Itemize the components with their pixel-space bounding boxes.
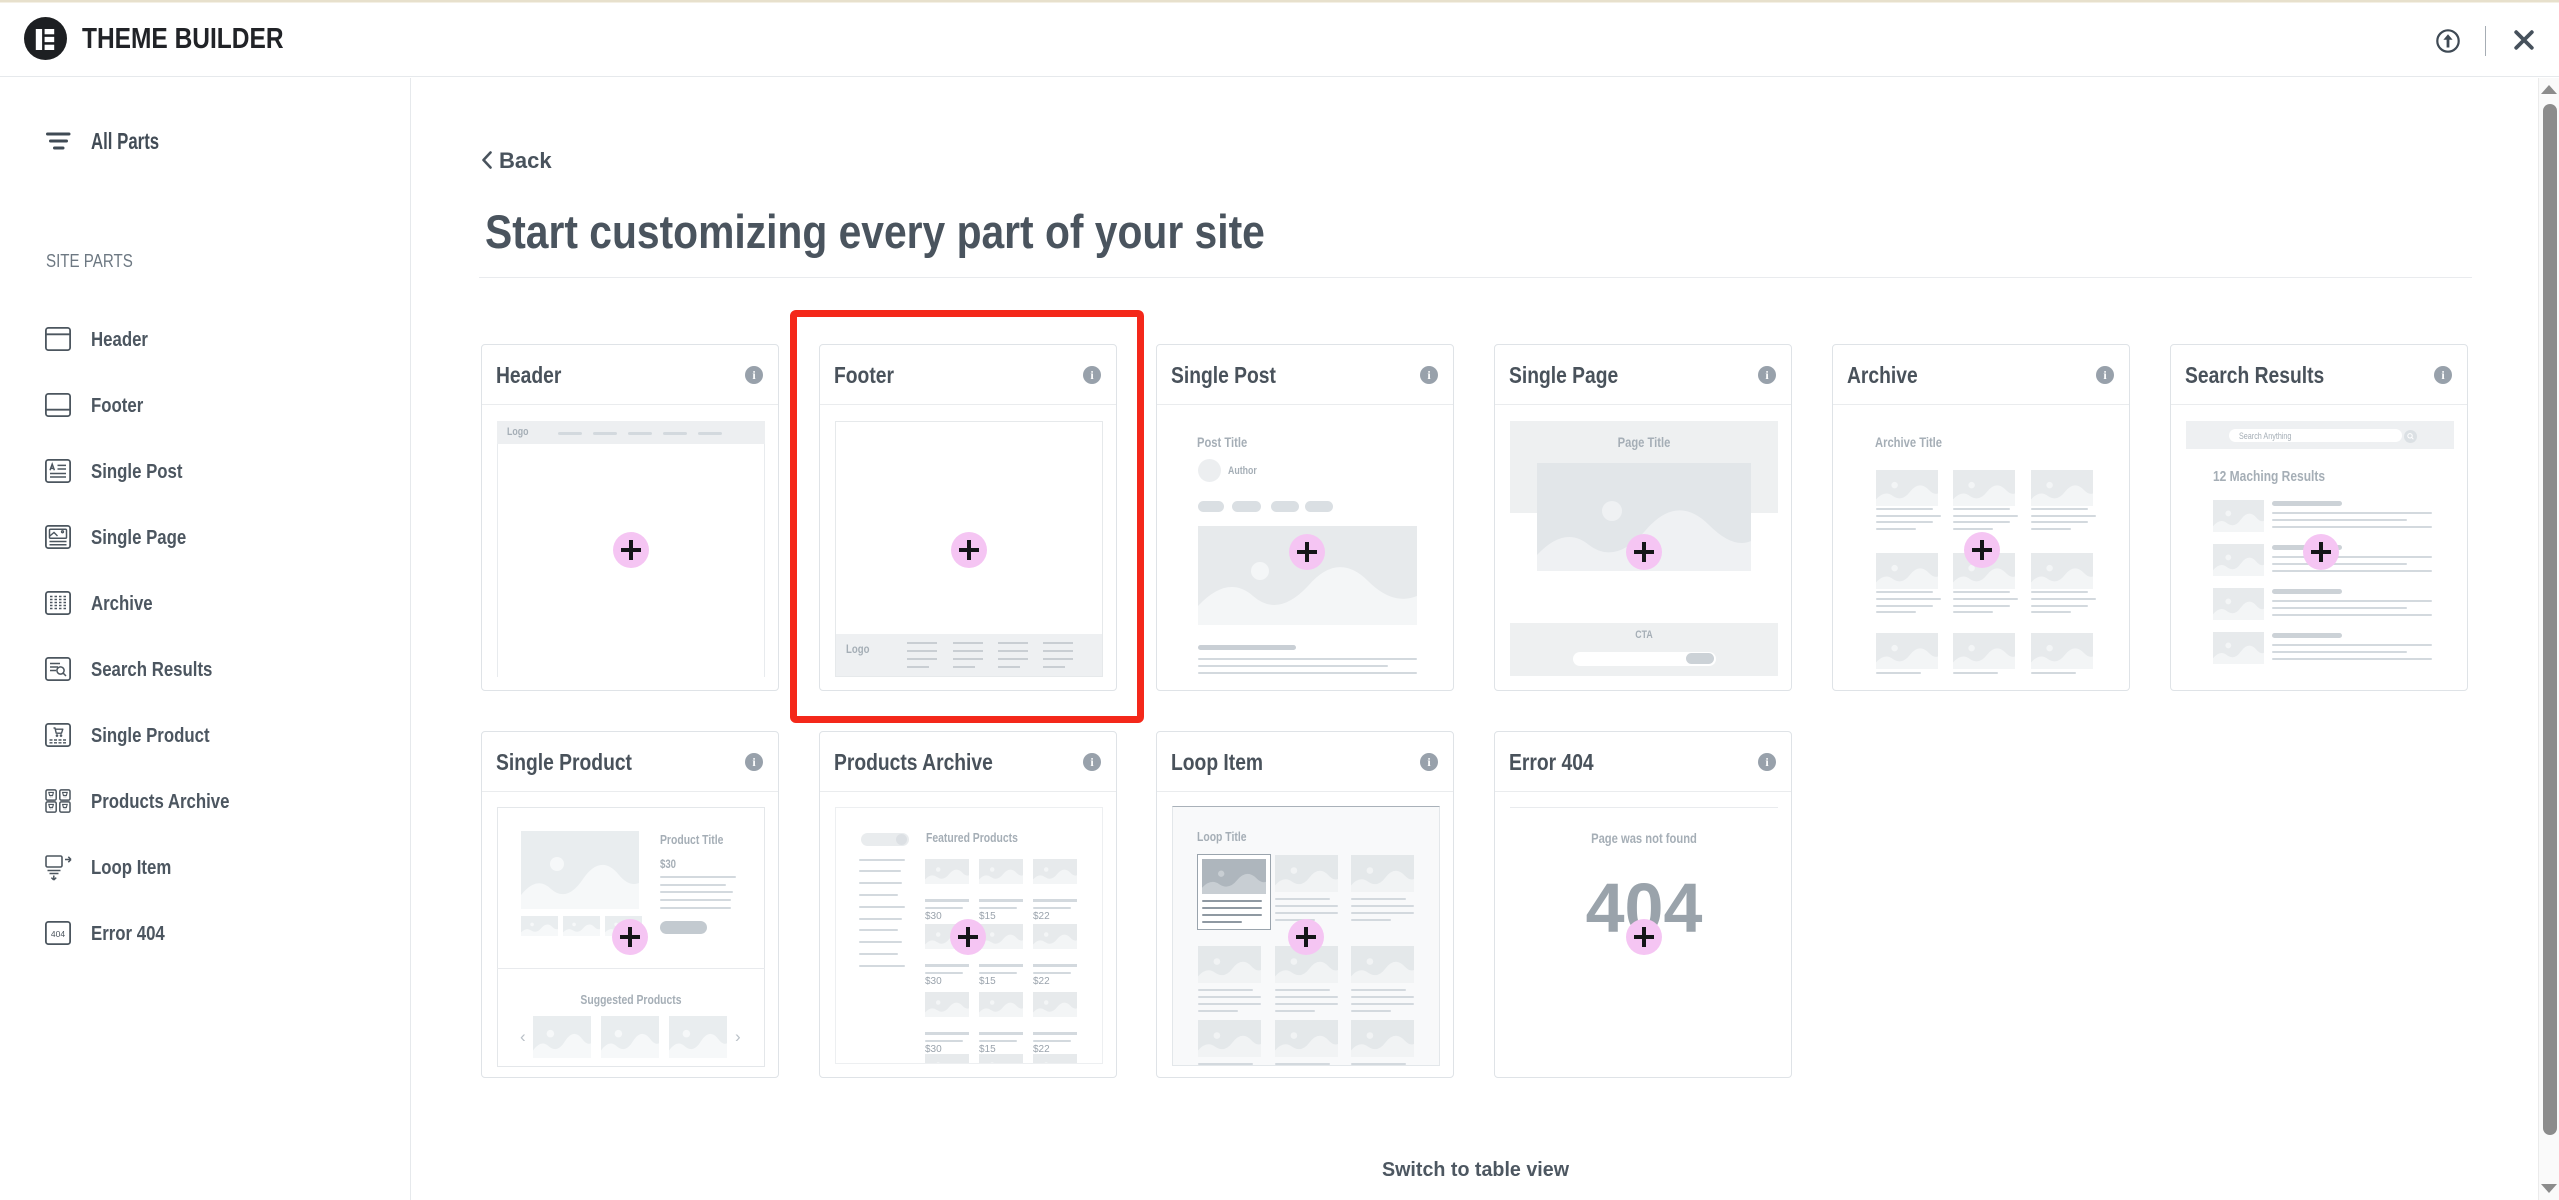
svg-text:404: 404: [51, 929, 65, 939]
